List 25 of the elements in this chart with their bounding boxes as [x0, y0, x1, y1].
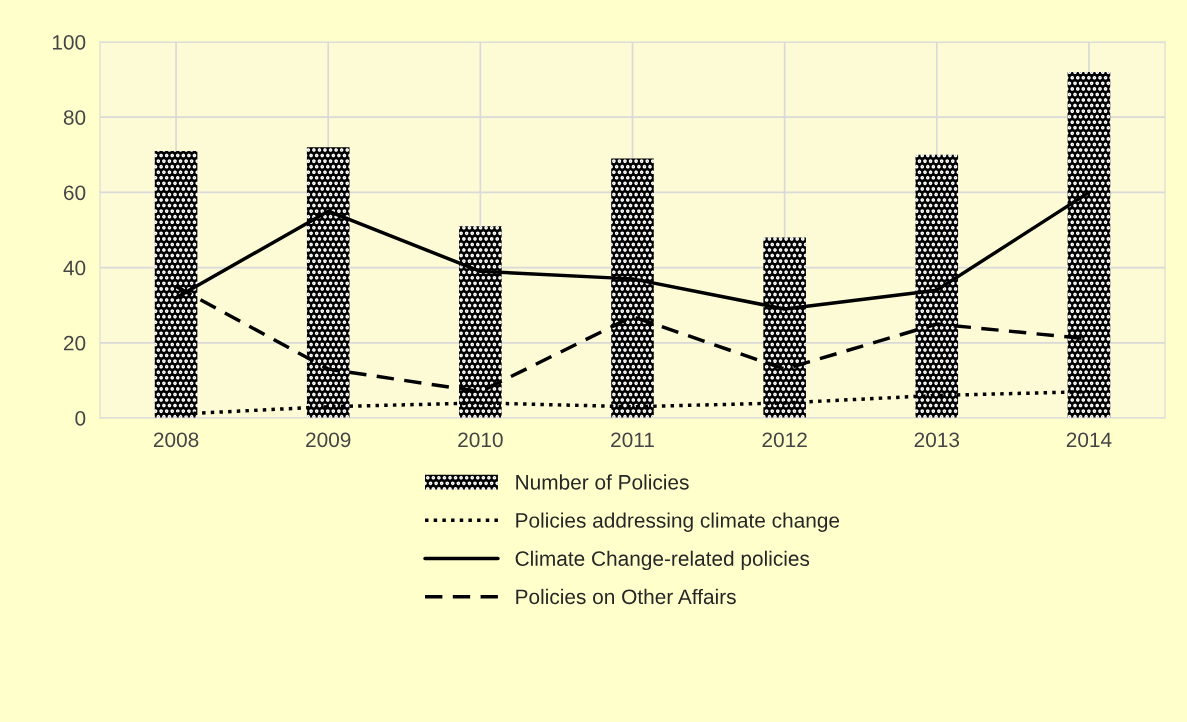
- y-tick-label: 60: [64, 185, 86, 201]
- bar: [763, 237, 806, 418]
- bar: [915, 154, 959, 418]
- y-tick-label: 20: [63, 335, 86, 351]
- x-tick-label: 2008: [153, 432, 199, 448]
- legend-label: Climate Change-related policies: [515, 550, 810, 571]
- line-series: [174, 389, 1091, 416]
- y-tick-label: 100: [52, 35, 86, 50]
- bar: [459, 226, 502, 418]
- y-tick-label: 0: [75, 411, 86, 426]
- bar: [1067, 72, 1111, 418]
- x-tick-label: 2013: [914, 432, 960, 448]
- x-tick-label: 2014: [1066, 432, 1112, 448]
- y-tick-label: 80: [63, 110, 86, 125]
- x-tick-label: 2012: [762, 432, 807, 448]
- bar: [611, 158, 654, 418]
- x-tick-label: 2011: [611, 432, 654, 448]
- legend-label: Policies on Other Affairs: [516, 588, 736, 605]
- bar: [154, 151, 198, 418]
- x-tick-label: 2010: [458, 432, 503, 448]
- bar: [306, 147, 350, 418]
- legend-label: Policies addressing climate change: [516, 512, 840, 532]
- y-tick-label: 40: [63, 260, 86, 276]
- legend-label: Number of Policies: [516, 474, 689, 490]
- x-tick-label: 2009: [306, 432, 351, 448]
